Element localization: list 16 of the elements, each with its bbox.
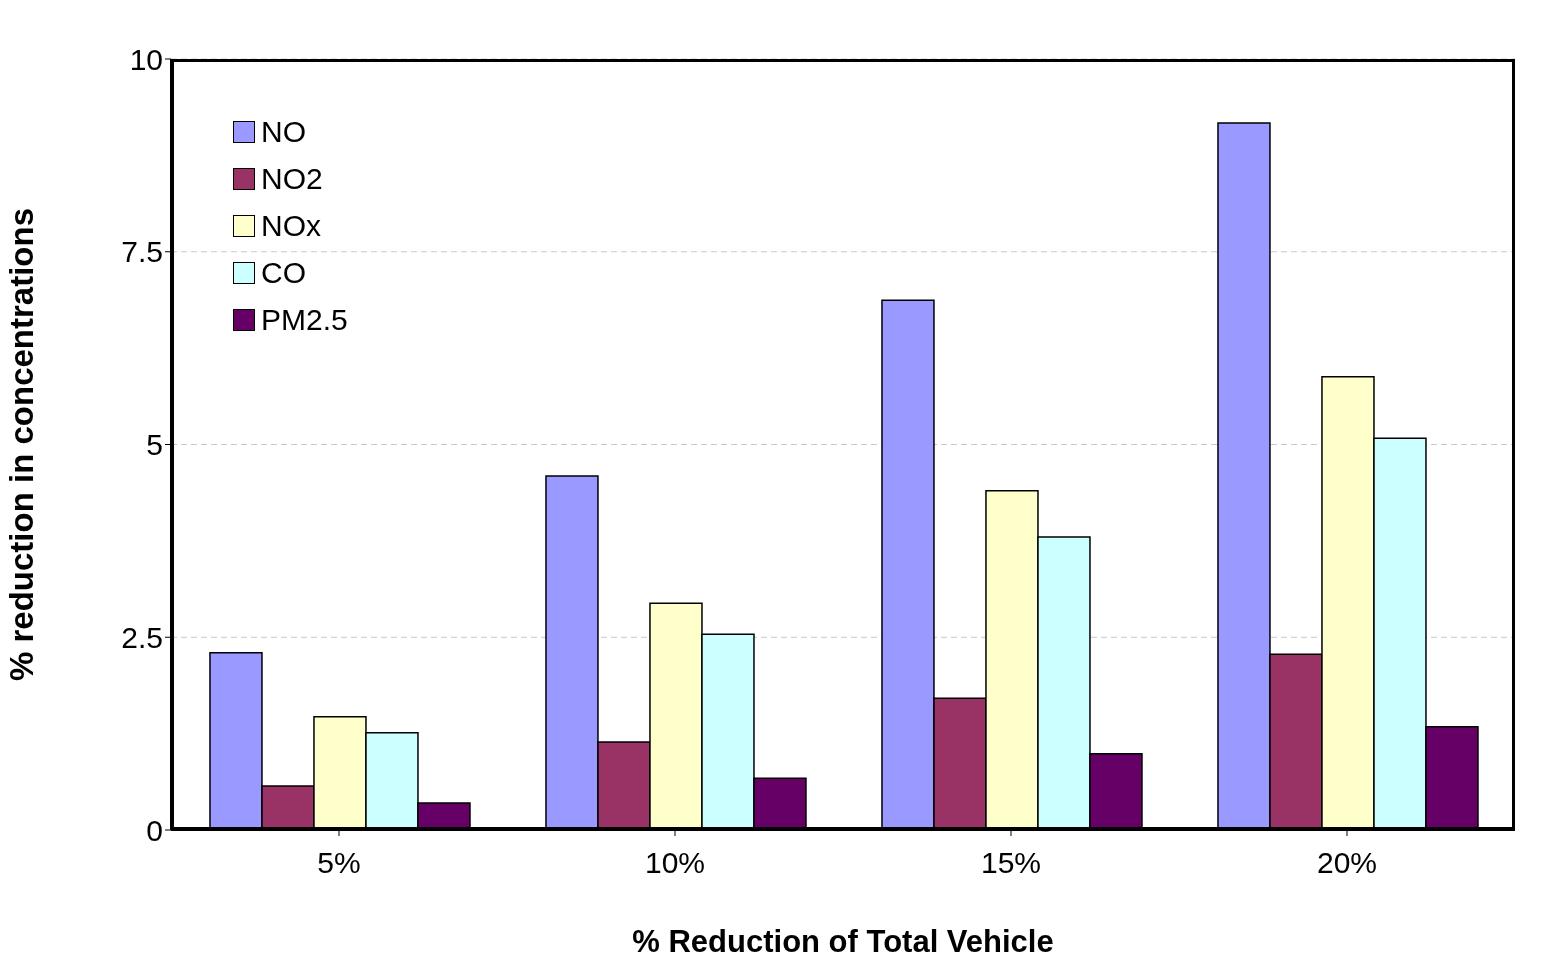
y-axis-title: % reduction in concentrations [2,207,40,682]
legend-label: NO2 [261,161,323,197]
y-tick-label: 2.5 [121,620,163,654]
y-tick-label: 0 [146,813,163,847]
x-tick-label: 10% [644,846,706,880]
x-tick-label: 5% [317,846,361,880]
x-axis-title: % Reduction of Total Vehicle [632,924,1054,959]
x-tick-label: 15% [980,846,1042,880]
y-tick-label: 10 [129,42,163,76]
legend-label: CO [261,255,306,291]
y-tick-label: 5 [146,428,163,462]
legend-label: NO [261,114,306,150]
x-tick-label: 20% [1316,846,1378,880]
legend-label: NOx [261,208,321,244]
y-tick-label: 7.5 [121,235,163,269]
legend-label: PM2.5 [261,302,348,338]
